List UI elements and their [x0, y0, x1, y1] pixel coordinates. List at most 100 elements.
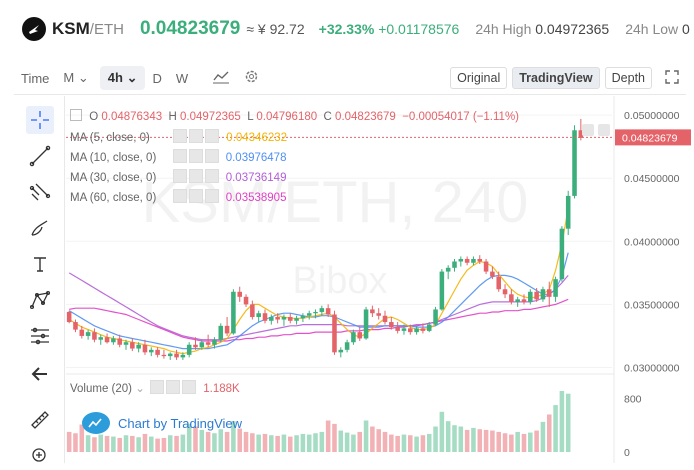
candle-body [142, 344, 148, 353]
legend-collapse-icon[interactable] [70, 109, 82, 121]
low-value-legend: 0.04796180 [256, 111, 318, 123]
volume-bar [104, 435, 110, 452]
pair-base[interactable]: KSM [52, 19, 90, 38]
price-tick-label: 0.04000000 [624, 236, 680, 248]
eye-icon[interactable] [172, 189, 187, 203]
volume-bar [287, 436, 293, 452]
tradingview-attribution[interactable]: Chart by TradingView [82, 412, 242, 434]
volume-series [66, 391, 571, 452]
candle-body [294, 318, 299, 321]
volume-bar [565, 393, 571, 452]
indicators-icon[interactable] [205, 70, 237, 87]
chevron-down-icon[interactable]: ⌄ [135, 383, 145, 395]
candle-body [433, 309, 438, 325]
volume-bar [420, 435, 426, 452]
fullscreen-icon[interactable] [658, 69, 686, 87]
candle-body [306, 313, 312, 316]
depth-view-button[interactable]: Depth [604, 67, 652, 89]
volume-bar [408, 435, 413, 452]
candle-body [332, 314, 337, 353]
close-icon[interactable] [204, 149, 219, 163]
interval-label: 4h [107, 70, 123, 85]
eye-icon[interactable] [172, 149, 187, 163]
volume-bar [149, 436, 154, 452]
close-icon[interactable] [182, 380, 197, 394]
candle-body [237, 291, 242, 297]
volume-bar [186, 423, 192, 452]
gear-icon[interactable] [188, 149, 203, 163]
eye-icon[interactable] [173, 129, 188, 143]
open-value: 0.04876343 [101, 111, 163, 123]
close-icon[interactable] [204, 169, 219, 183]
eye-icon[interactable] [172, 169, 187, 183]
price-tick-label: 0.03500000 [624, 299, 680, 311]
ma5-legend[interactable]: MA (5, close, 0) 0.04346232 [70, 129, 287, 144]
volume-bar [546, 414, 552, 452]
interval-4h-button[interactable]: 4h ⌄ [99, 66, 146, 90]
last-price-label: 0.04823679 [622, 132, 678, 144]
gear-icon[interactable] [166, 380, 181, 394]
candle-body [85, 332, 91, 336]
volume-bar [136, 437, 141, 452]
volume-bar [471, 427, 476, 452]
ma30-legend[interactable]: MA (30, close, 0) 0.03736149 [70, 169, 286, 184]
month-label: M [63, 70, 75, 85]
month-button[interactable]: M ⌄ [56, 70, 95, 86]
last-price-tag [615, 129, 691, 146]
chevron-down-icon: ⌄ [126, 70, 138, 85]
original-view-button[interactable]: Original [450, 67, 508, 89]
candle-body [439, 271, 445, 310]
volume-bar [294, 435, 299, 452]
brush-icon[interactable] [26, 214, 54, 242]
tradingview-view-button[interactable]: TradingView [512, 67, 600, 89]
zoom-in-icon[interactable] [26, 442, 54, 470]
price-tick-label: 0.05000000 [624, 110, 680, 122]
volume-bar [174, 435, 179, 452]
pattern-tool-icon[interactable] [26, 286, 54, 314]
fib-tool-icon[interactable] [26, 178, 54, 206]
candle-body [414, 328, 419, 333]
prediction-tool-icon[interactable] [26, 322, 54, 350]
crosshair-icon[interactable] [26, 106, 54, 134]
change-value-legend: −0.00054017 (−1.11%) [402, 111, 519, 123]
low-24h: 24h Low 0 [625, 21, 690, 37]
close-icon[interactable] [204, 189, 219, 203]
candle-body [92, 332, 97, 340]
settings-gear-icon[interactable] [237, 69, 266, 87]
candle-body [559, 228, 565, 280]
week-button[interactable]: W [175, 70, 189, 86]
ruler-icon[interactable] [26, 406, 54, 434]
text-tool-icon[interactable] [26, 250, 54, 278]
candle-body [452, 261, 457, 268]
close-icon[interactable] [205, 129, 220, 143]
candle-body [180, 354, 186, 358]
volume-legend[interactable]: Volume (20) ⌄ 1.188K [70, 380, 240, 395]
eye-icon[interactable] [150, 380, 165, 394]
day-button[interactable]: D [152, 70, 162, 86]
gear-icon[interactable] [189, 129, 204, 143]
scroll-right-icon[interactable] [598, 124, 610, 136]
back-arrow-icon[interactable] [26, 360, 54, 388]
trend-line-icon[interactable] [26, 142, 54, 170]
ma60-legend[interactable]: MA (60, close, 0) 0.03538905 [70, 189, 286, 204]
candle-body [546, 289, 552, 297]
candle-body [534, 291, 539, 300]
scroll-left-icon[interactable] [582, 124, 594, 136]
volume-bar [559, 391, 565, 452]
close-label-legend: C [323, 111, 332, 123]
candle-body [167, 353, 173, 357]
ma10-legend[interactable]: MA (10, close, 0) 0.03976478 [70, 149, 286, 164]
gear-icon[interactable] [188, 189, 203, 203]
candle-body [123, 342, 129, 345]
drawing-toolbar [14, 96, 65, 463]
candle-body [370, 309, 375, 314]
candle-body [521, 299, 527, 302]
pair-quote[interactable]: /ETH [89, 20, 124, 38]
candle-body [66, 311, 72, 323]
high-value-legend: 0.04972365 [180, 111, 241, 123]
volume-bar [509, 434, 514, 452]
time-button[interactable]: Time [21, 70, 50, 86]
volume-bar [161, 437, 167, 452]
candle-body [477, 258, 483, 262]
gear-icon[interactable] [188, 169, 203, 183]
